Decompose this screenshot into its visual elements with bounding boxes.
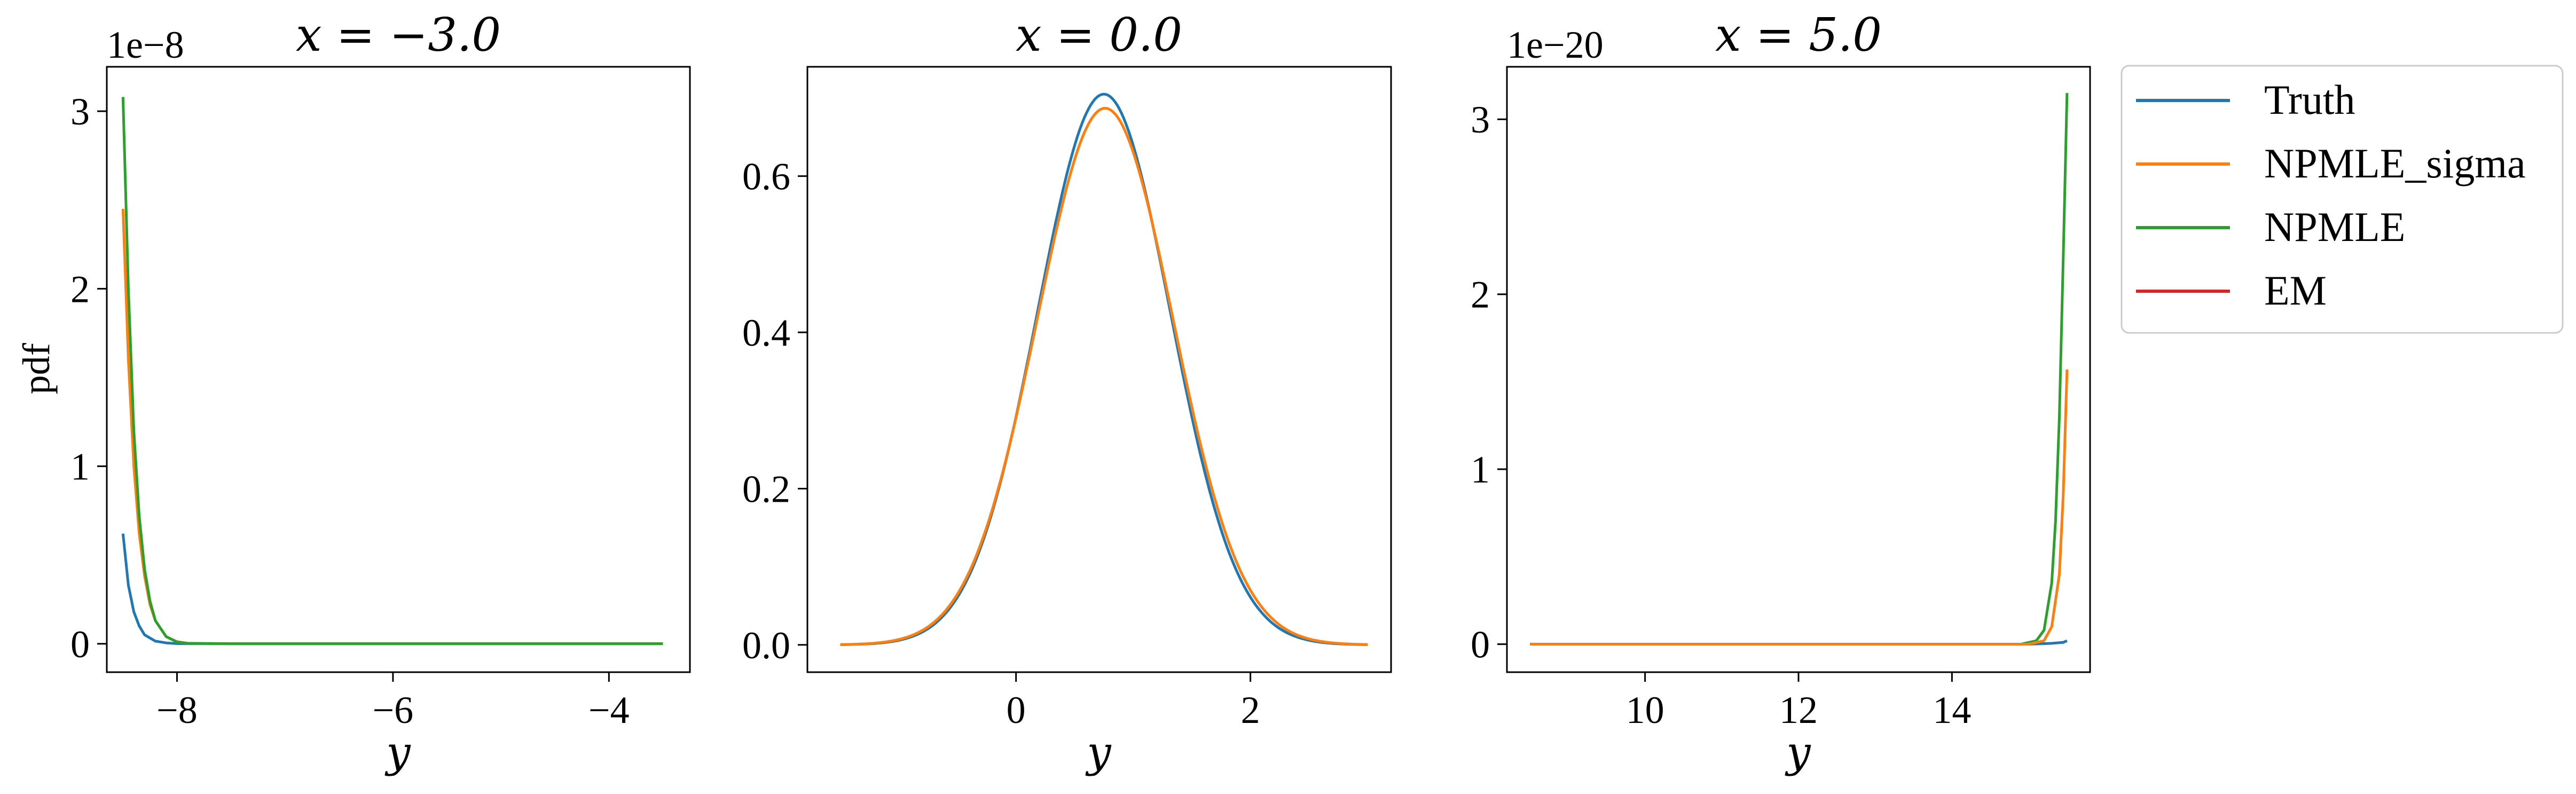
panel-3-ytick-label: 0 — [1471, 624, 1490, 666]
panel-2-xtick-label: 0 — [1007, 689, 1026, 731]
panel-1-axes-frame — [106, 66, 691, 673]
panel-3-ytick-label: 2 — [1471, 274, 1490, 316]
panel-2-ytick-label: 0.4 — [742, 312, 790, 354]
panel-3-series-npmle-sigma — [1530, 369, 2069, 646]
panel-3-title: x = 5.0 — [1715, 9, 1882, 62]
legend-label-em: EM — [2264, 267, 2327, 314]
legend-frame — [2121, 65, 2564, 334]
panel-2-series-truth — [840, 92, 1368, 646]
panel-3-xtick-label: 10 — [1626, 689, 1664, 731]
panel-1-xlabel: y — [384, 727, 411, 777]
panel-1-marks: −8 −6 −4 0 1 2 3 — [70, 90, 663, 731]
panel-2-ytick-label: 0.2 — [742, 468, 790, 510]
panel-1: x = −3.0 1e−8 y — [106, 9, 691, 777]
panel-1-offset-text: 1e−8 — [107, 24, 184, 66]
panel-2-axes-frame — [806, 66, 1392, 673]
panel-3-offset-text: 1e−20 — [1507, 24, 1604, 66]
panel-2: x = 0.0 y — [806, 9, 1392, 777]
panel-2-series-npmle-sigma — [840, 107, 1368, 646]
legend-label-npmle: NPMLE — [2264, 204, 2405, 250]
legend-label-truth: Truth — [2264, 76, 2355, 123]
panel-1-xtick-label: −6 — [373, 689, 414, 731]
panel-1-ytick-label: 3 — [70, 90, 90, 133]
panel-1-ytick-label: 2 — [70, 268, 90, 310]
figure-ylabel: pdf — [15, 343, 58, 394]
panel-1-title: x = −3.0 — [296, 9, 501, 62]
panel-2-title: x = 0.0 — [1016, 9, 1182, 62]
panel-3-ytick-label: 1 — [1471, 448, 1490, 491]
panel-3-xtick-label: 14 — [1933, 689, 1971, 731]
legend: Truth NPMLE_sigma NPMLE EM — [2121, 65, 2564, 334]
panel-1-xtick-label: −8 — [156, 689, 198, 731]
panel-2-xlabel: y — [1085, 727, 1112, 777]
panel-2-xtick-label: 2 — [1241, 689, 1260, 731]
panel-3-ytick-label: 3 — [1471, 98, 1490, 141]
panel-2-ytick-label: 0.0 — [742, 624, 790, 667]
panel-1-ytick-label: 1 — [70, 446, 90, 488]
panel-1-series-npmle — [121, 97, 663, 645]
panel-2-marks: 0 2 0.0 0.2 0.4 0.6 — [742, 92, 1368, 731]
panel-1-xtick-label: −4 — [588, 689, 630, 731]
panel-1-ytick-label: 0 — [70, 623, 90, 666]
panel-3-xlabel: y — [1785, 727, 1811, 777]
legend-label-npmle-sigma: NPMLE_sigma — [2264, 140, 2526, 186]
panel-2-ytick-label: 0.6 — [742, 155, 790, 198]
panel-3-xtick-label: 12 — [1779, 689, 1818, 731]
